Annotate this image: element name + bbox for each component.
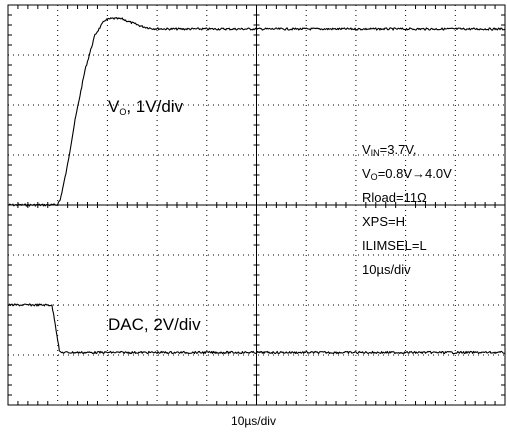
annotation-ilimsel: ILIMSEL=L <box>362 238 427 253</box>
annotation-rload: Rload=11Ω <box>362 190 427 205</box>
vo-channel-label: VO, 1V/div <box>108 97 184 117</box>
x-axis-timebase-label: 10µs/div <box>231 414 276 428</box>
annotation-timebase: 10µs/div <box>362 262 411 277</box>
test-conditions-annotation: VIN=3.7V, VO=0.8V→4.0V Rload=11Ω XPS=H I… <box>362 142 452 277</box>
vo-waveform-trace <box>7 17 506 207</box>
dac-channel-label: DAC, 2V/div <box>108 315 201 334</box>
annotation-vin: VIN=3.7V, <box>362 142 416 158</box>
graticule-grid <box>7 4 506 406</box>
dac-waveform-trace <box>7 303 506 355</box>
oscilloscope-screen: VO, 1V/div DAC, 2V/div VIN=3.7V, VO=0.8V… <box>7 4 506 406</box>
annotation-xps: XPS=H <box>362 214 405 229</box>
waveform-traces <box>7 17 506 355</box>
annotation-vo-step: VO=0.8V→4.0V <box>362 166 452 182</box>
